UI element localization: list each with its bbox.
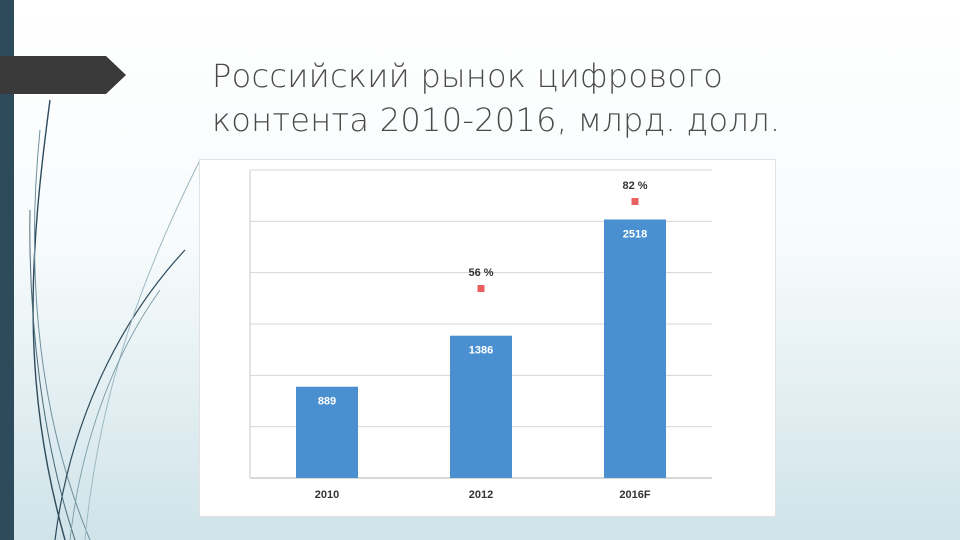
bar-value-label: 889	[318, 396, 336, 408]
slide-accent-bar	[0, 0, 14, 540]
growth-label: 82 %	[622, 180, 647, 192]
slide-title: Российский рынок цифрового контента 2010…	[212, 54, 932, 142]
chart-container: 889 2010 1386 2012 56 % 2518 2016F 82 %	[200, 160, 775, 516]
bar-2010	[296, 386, 358, 478]
decorative-strokes	[29, 99, 201, 540]
growth-label: 56 %	[468, 267, 493, 279]
growth-marker	[631, 198, 639, 205]
growth-marker	[477, 285, 485, 292]
x-tick-label: 2016F	[619, 489, 650, 501]
bar-value-label: 2518	[623, 228, 647, 240]
slide-title-line-2: контента 2010-2016, млрд. долл.	[212, 101, 781, 139]
bar-chart: 889 2010 1386 2012 56 % 2518 2016F 82 %	[249, 169, 712, 501]
x-tick-label: 2010	[315, 489, 339, 501]
bar-2012	[450, 335, 512, 478]
slide-title-line-1: Российский рынок цифрового	[212, 57, 724, 95]
title-arrow-icon	[0, 56, 126, 94]
x-tick-label: 2012	[469, 489, 493, 501]
bar-value-label: 1386	[469, 345, 493, 357]
bar-2016f	[604, 219, 666, 478]
